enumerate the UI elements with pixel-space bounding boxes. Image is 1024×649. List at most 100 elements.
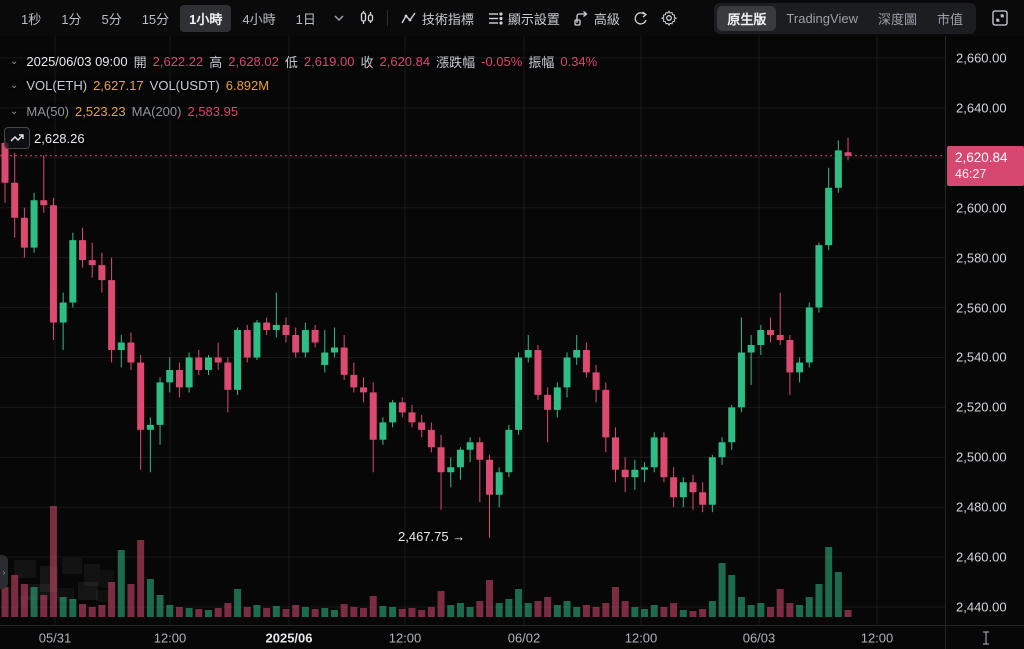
interval-button-1小時[interactable]: 1小時 xyxy=(180,4,232,32)
info-label: 漲跌幅 xyxy=(436,55,476,70)
candle-body xyxy=(611,437,619,470)
candle-body xyxy=(263,322,271,331)
high-marker-icon[interactable] xyxy=(4,127,30,149)
time-axis-label: 12:00 xyxy=(624,630,658,646)
candle-body xyxy=(757,330,765,345)
candle-body xyxy=(389,402,397,423)
high-marker-label: 2,628.26 xyxy=(34,130,85,146)
volume-bar xyxy=(369,596,377,617)
volume-bar xyxy=(708,601,716,617)
volume-bar xyxy=(563,601,571,617)
volume-bar xyxy=(146,579,154,617)
side-drawer-expand-handle[interactable]: › xyxy=(0,555,8,589)
volume-info-row: ⌄ VOL(ETH) 2,627.17 VOL(USDT) 6.892M xyxy=(10,78,269,93)
interval-button-1秒[interactable]: 1秒 xyxy=(21,11,42,27)
price-axis-label: 2,600.00 xyxy=(956,200,1007,216)
candle-body xyxy=(79,240,87,261)
watermark-mosaic xyxy=(84,564,100,586)
candle-body xyxy=(553,387,561,410)
candle-body xyxy=(621,469,629,478)
candle-body xyxy=(825,187,833,246)
session-high-marker: 2,628.26 xyxy=(4,127,85,149)
info-label: 收 xyxy=(360,55,374,70)
volume-bar xyxy=(234,589,242,617)
volume-bar xyxy=(718,563,726,617)
volume-bar xyxy=(1,587,9,617)
view-tab-深度圖[interactable]: 深度圖 xyxy=(877,11,917,27)
interval-button-1分[interactable]: 1分 xyxy=(61,11,82,27)
volume-bar xyxy=(456,603,464,617)
candle-body xyxy=(272,325,280,331)
fullscreen-expand-icon[interactable] xyxy=(989,7,1011,29)
candle-body xyxy=(330,347,338,353)
interval-button-1日[interactable]: 1日 xyxy=(295,11,316,27)
view-tab-原生版[interactable]: 原生版 xyxy=(717,5,777,31)
price-axis-label: 2,460.00 xyxy=(956,549,1007,565)
volume-bar xyxy=(495,603,503,617)
settings-gear-icon[interactable] xyxy=(658,7,680,29)
collapse-chevron-icon[interactable]: ⌄ xyxy=(10,80,19,91)
candle-body xyxy=(505,429,513,473)
interval-button-15分[interactable]: 15分 xyxy=(141,11,170,27)
session-low-marker: 2,467.75 → xyxy=(398,529,466,544)
info-value: 2,619.00 xyxy=(303,54,355,69)
price-axis-label: 2,500.00 xyxy=(956,449,1007,465)
volume-bar xyxy=(834,572,842,617)
volume-bar xyxy=(737,597,745,617)
axis-scale-corner[interactable] xyxy=(945,625,1024,649)
volume-bar xyxy=(408,608,416,617)
candle-body xyxy=(360,387,368,393)
candle-body xyxy=(602,389,610,438)
volume-bar xyxy=(117,550,125,617)
info-value: 2,523.23 xyxy=(75,104,126,119)
volume-bar xyxy=(418,610,426,617)
candlestick-style-icon[interactable] xyxy=(356,7,378,29)
collapse-chevron-icon[interactable]: ⌄ xyxy=(10,56,19,67)
watermark-mosaic xyxy=(78,582,98,600)
candle-body xyxy=(486,459,493,495)
info-label: 高 xyxy=(209,55,223,70)
candle-body xyxy=(650,437,658,468)
volume-bar xyxy=(437,591,445,617)
view-tab-TradingView[interactable]: TradingView xyxy=(786,10,858,26)
time-axis[interactable]: 05/31 12:00 2025/06 12:00 06/02 12:00 06/03 12:… xyxy=(0,625,1024,649)
volume-bar xyxy=(786,603,794,617)
interval-button-5分[interactable]: 5分 xyxy=(101,11,122,27)
view-tab-市值[interactable]: 市值 xyxy=(936,11,963,27)
info-value: 2,620.84 xyxy=(379,54,431,69)
candle-body xyxy=(369,392,377,440)
technical-indicator-button[interactable]: 技術指標 xyxy=(394,5,481,32)
volume-bar xyxy=(805,597,813,617)
candle-body xyxy=(30,200,38,248)
volume-bar xyxy=(137,540,145,617)
candle-body xyxy=(573,349,581,358)
volume-bar xyxy=(20,584,28,617)
volume-bar xyxy=(544,597,552,617)
collapse-chevron-icon[interactable]: ⌄ xyxy=(10,106,19,117)
candle-body xyxy=(137,362,145,430)
candle-body xyxy=(679,482,687,498)
candlestick-plot[interactable] xyxy=(0,36,945,625)
price-axis[interactable]: 2,660.00 2,640.00 2,600.00 2,580.00 2,560.00… xyxy=(945,36,1024,625)
interval-button-4小時[interactable]: 4小時 xyxy=(242,11,276,27)
volume-bar xyxy=(796,605,804,617)
candle-body xyxy=(234,330,242,390)
candle-body xyxy=(767,330,775,336)
volume-bar xyxy=(650,605,658,617)
candle-body xyxy=(408,412,416,423)
volume-bar xyxy=(272,606,280,617)
candle-body xyxy=(1,142,9,183)
replay-forward-icon[interactable] xyxy=(630,7,652,29)
volume-bar xyxy=(301,607,309,617)
volume-bar xyxy=(689,611,697,617)
chart-canvas[interactable] xyxy=(0,36,945,625)
candle-body xyxy=(805,307,813,363)
volume-bar xyxy=(243,607,251,617)
info-label: MA(50) xyxy=(26,104,70,119)
advanced-button[interactable]: 高級 xyxy=(567,5,627,32)
info-value: 0.34% xyxy=(560,54,598,69)
interval-caret-down-icon[interactable] xyxy=(328,7,350,29)
volume-bar xyxy=(108,582,116,617)
display-settings-button[interactable]: 顯示設置 xyxy=(481,5,567,32)
volume-bar xyxy=(476,601,484,617)
